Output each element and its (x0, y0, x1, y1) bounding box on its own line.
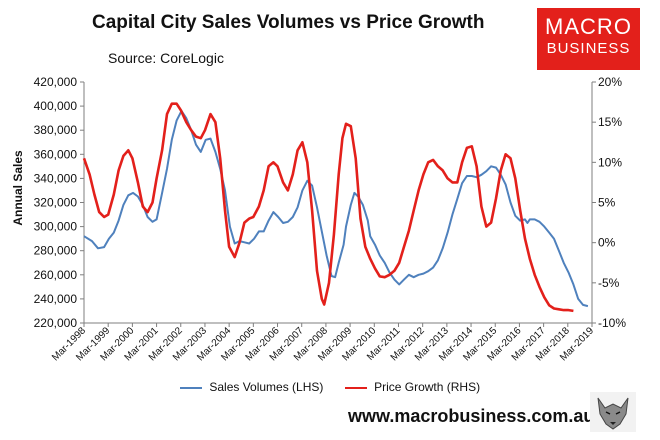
left-tick-label: 280,000 (34, 244, 78, 258)
legend-swatch-sales (180, 386, 202, 389)
left-tick-label: 380,000 (34, 123, 78, 137)
right-tick-label: -5% (598, 276, 620, 290)
right-tick-label: 10% (598, 155, 622, 169)
left-tick-label: 240,000 (34, 292, 78, 306)
chart-source: Source: CoreLogic (108, 50, 224, 66)
right-tick-label: 0% (598, 236, 616, 250)
legend: Sales Volumes (LHS) Price Growth (RHS) (180, 380, 498, 394)
left-axis-ticks: 220,000 240,000 260,000 280,000 300,000 320,0… (34, 75, 84, 330)
series-line-sales-volumes (83, 109, 589, 308)
right-axis-ticks: -10% -5% 0% 5% 10% 15% 20% (592, 75, 626, 330)
right-tick-label: 5% (598, 196, 616, 210)
left-tick-label: 400,000 (34, 99, 78, 113)
chart-title: Capital City Sales Volumes vs Price Grow… (92, 12, 485, 33)
left-tick-label: 260,000 (34, 268, 78, 282)
left-tick-label: 420,000 (34, 75, 78, 89)
legend-item-sales: Sales Volumes (LHS) (180, 380, 323, 394)
legend-label-sales: Sales Volumes (LHS) (209, 380, 324, 394)
x-axis-ticks: Mar-1998Mar-1999Mar-2000Mar-2001Mar-2002… (50, 323, 596, 363)
legend-swatch-price (344, 386, 367, 389)
right-tick-label: -10% (598, 316, 626, 330)
wolf-logo-icon (590, 392, 636, 432)
series-line-price-growth (82, 102, 574, 313)
series-layer (82, 102, 589, 313)
macrobusiness-logo: MACRO BUSINESS (537, 8, 640, 70)
right-tick-label: 20% (598, 75, 622, 89)
left-tick-label: 320,000 (34, 196, 78, 210)
website-url[interactable]: www.macrobusiness.com.au (348, 406, 595, 426)
right-tick-label: 15% (598, 115, 622, 129)
left-tick-label: 300,000 (34, 220, 78, 234)
logo-line-macro: MACRO (545, 14, 632, 39)
left-tick-label: 340,000 (34, 171, 78, 185)
left-tick-label: 360,000 (34, 147, 78, 161)
legend-item-price: Price Growth (RHS) (344, 380, 481, 394)
legend-label-price: Price Growth (RHS) (374, 380, 481, 394)
left-tick-label: 220,000 (34, 316, 78, 330)
logo-line-business: BUSINESS (546, 40, 631, 57)
